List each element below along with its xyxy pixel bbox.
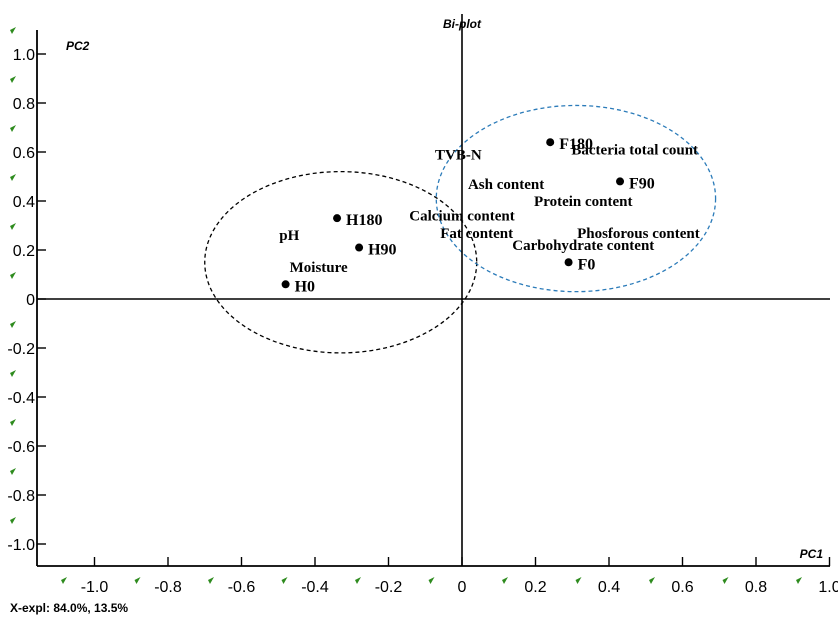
frame-marker [796,577,802,584]
frame-marker [61,577,67,584]
sample-point [333,214,342,223]
y-tick-label: 1.0 [13,47,35,64]
frame-marker [355,577,361,584]
sample-label: H180 [346,212,382,229]
sample-label: F90 [629,175,655,192]
group-circle-f [435,104,717,293]
frame-marker [10,419,16,426]
sample-label: F0 [578,256,596,273]
frame-marker [134,577,141,584]
y-tick-label: -0.2 [7,341,35,358]
x-axis-label: PC1 [800,547,824,561]
y-tick-label: -0.6 [7,439,35,456]
y-tick-label: 0 [26,292,35,309]
frame-marker [10,370,16,377]
y-tick-label: -1.0 [7,537,35,554]
x-tick-label: -1.0 [81,579,109,596]
y-tick-label: 0.4 [13,194,35,211]
x-tick-label: -0.4 [301,579,329,596]
sample-label: F180 [559,136,593,153]
variable-label: Carbohydrate content [512,238,654,254]
y-tick-label: 0.6 [13,145,35,162]
y-tick-label: 0.2 [13,243,35,260]
sample-label: H90 [368,242,396,259]
variable-label: pH [279,228,299,244]
plot-frame [36,30,830,567]
frame-marker [10,272,16,279]
frame-marker [10,174,16,181]
frame-marker [649,577,655,584]
sample-point [616,177,625,186]
variable-label: Moisture [290,260,348,276]
frame-marker [208,577,214,584]
frame-marker [10,468,16,475]
variable-label: Ash content [468,177,544,193]
frame-marker [428,577,435,584]
sample-label: H0 [295,278,315,295]
x-tick-label: 0.4 [598,579,620,596]
chart-title: Bi-plot [443,17,482,31]
y-tick-label: -0.4 [7,390,35,407]
group-circle-h [204,170,478,354]
variable-label: Bacteria total count [571,142,698,158]
sample-point [355,243,364,252]
variable-label: Protein content [534,194,632,210]
variable-label: TVB-N [435,147,482,163]
frame-marker [722,577,729,584]
frame-marker [10,27,16,34]
frame-marker [10,517,16,524]
x-tick-label: -0.2 [375,579,403,596]
variable-label: Phosforous content [577,226,700,242]
x-tick-label: -0.8 [154,579,182,596]
sample-point [564,258,573,267]
frame-marker [502,577,508,584]
y-axis-label: PC2 [66,39,90,53]
y-tick-label: -0.8 [7,488,35,505]
frame-marker [10,321,16,328]
x-tick-label: -0.6 [228,579,256,596]
zero-axes [37,14,830,566]
sample-points: H0 H90 H180 F0 F90 F180 [281,136,655,295]
x-tick-label: 0.2 [524,579,546,596]
variable-label: Fat content [440,226,513,242]
sample-point [281,280,290,289]
variable-label: Calcium content [409,209,514,225]
frame-marker [575,577,582,584]
sample-point [546,138,555,147]
frame-markers [10,27,802,584]
frame-marker [10,223,16,230]
group-circles [204,104,717,354]
explained-variance-label: X-expl: 84.0%, 13.5% [10,601,128,615]
x-tick-label: 0.6 [671,579,693,596]
frame-marker [10,76,16,83]
x-tick-label: 1.0 [818,579,838,596]
frame-marker [281,577,288,584]
y-tick-label: 0.8 [13,96,35,113]
frame-marker [10,125,16,132]
x-tick-label: 0 [458,579,467,596]
variable-labels: pH Moisture TVB-N Bacteria total count Ash c… [279,142,699,276]
axis-ticks: 1.0 0.8 0.6 0.4 0.2 0 -0.2 -0.4 -0.6 -0.8 -1.0 -1.0… [7,47,838,596]
x-tick-label: 0.8 [745,579,767,596]
